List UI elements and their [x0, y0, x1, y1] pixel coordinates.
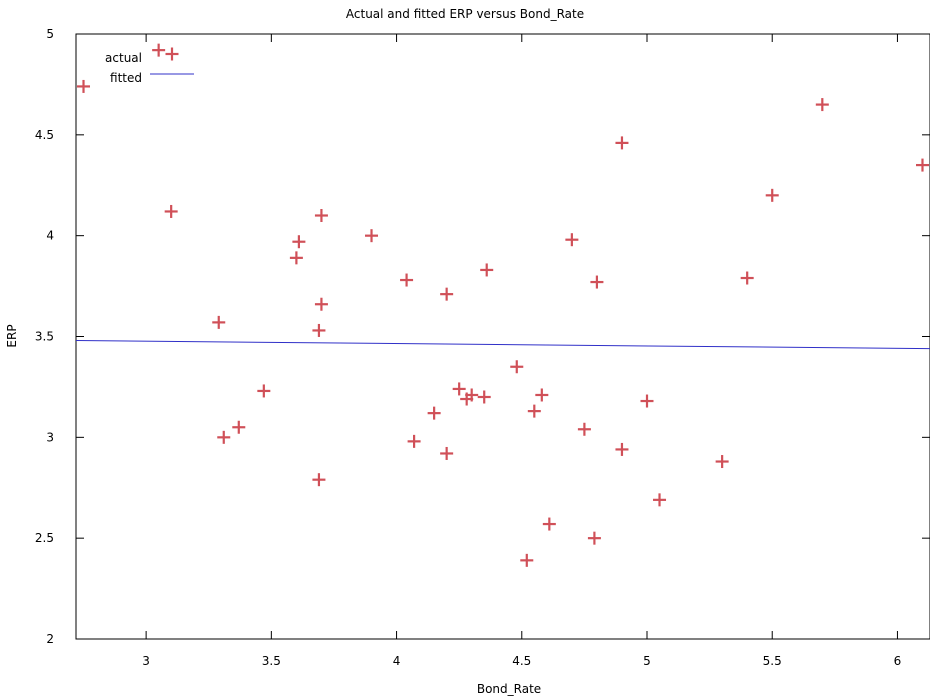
actual-point [452, 382, 466, 396]
actual-point [520, 553, 534, 567]
actual-point [257, 384, 271, 398]
x-tick-label: 5.5 [763, 654, 782, 668]
x-tick-label: 5 [643, 654, 651, 668]
y-tick-label: 5 [46, 27, 54, 41]
plot-area: 3 3.5 4 4.5 5 5.5 6 2 2.5 3 3.5 4 4.5 5 [35, 27, 930, 668]
actual-point [365, 229, 379, 243]
actual-point [640, 394, 654, 408]
actual-point [164, 204, 178, 218]
actual-point [577, 422, 591, 436]
actual-point [77, 79, 91, 93]
actual-point [740, 271, 754, 285]
actual-point [440, 446, 454, 460]
actual-point [542, 517, 556, 531]
actual-point [152, 43, 166, 57]
actual-point [815, 98, 829, 112]
y-tick-label: 4 [46, 229, 54, 243]
legend-marker-actual-plus [165, 47, 179, 61]
y-tick-label: 2 [46, 632, 54, 646]
actual-point [590, 275, 604, 289]
actual-point [615, 442, 629, 456]
actual-point [312, 473, 326, 487]
actual-points-layer [77, 43, 929, 567]
actual-point [480, 263, 494, 277]
x-tick-label: 4.5 [512, 654, 531, 668]
actual-point [510, 360, 524, 374]
legend-label-actual: actual [105, 51, 142, 65]
actual-point [565, 233, 579, 247]
x-tick-label: 4 [393, 654, 401, 668]
y-tick-label: 2.5 [35, 531, 54, 545]
actual-point [217, 430, 231, 444]
actual-point [587, 531, 601, 545]
y-tick-label: 4.5 [35, 128, 54, 142]
actual-point [615, 136, 629, 150]
plot-frame [75, 33, 930, 640]
legend: actual fitted [105, 47, 194, 85]
actual-point [400, 273, 414, 287]
fitted-line [75, 340, 930, 350]
fitted-line-layer [75, 340, 930, 350]
actual-point [314, 297, 328, 311]
legend-marker-actual [165, 47, 179, 61]
y-tick-label: 3 [46, 430, 54, 444]
actual-point [407, 434, 421, 448]
chart-title: Actual and fitted ERP versus Bond_Rate [346, 7, 584, 21]
actual-point [535, 388, 549, 402]
legend-label-fitted: fitted [110, 71, 142, 85]
y-tick-label: 3.5 [35, 330, 54, 344]
actual-point [289, 251, 303, 265]
actual-point [915, 158, 929, 172]
axis-ticks: 3 3.5 4 4.5 5 5.5 6 2 2.5 3 3.5 4 4.5 5 [35, 27, 930, 668]
actual-point [312, 323, 326, 337]
actual-point [465, 388, 479, 402]
x-tick-label: 3.5 [262, 654, 281, 668]
actual-point [292, 235, 306, 249]
x-tick-label: 6 [894, 654, 902, 668]
actual-point [765, 188, 779, 202]
actual-point [314, 209, 328, 222]
actual-point [477, 390, 491, 404]
actual-point [427, 406, 441, 420]
actual-point [527, 404, 541, 418]
x-axis-label: Bond_Rate [477, 682, 541, 696]
actual-point [232, 420, 246, 434]
y-axis-label: ERP [5, 324, 19, 347]
actual-point [715, 455, 729, 469]
actual-point [440, 287, 454, 301]
actual-point [212, 315, 226, 329]
x-tick-label: 3 [142, 654, 150, 668]
actual-point [653, 493, 667, 507]
